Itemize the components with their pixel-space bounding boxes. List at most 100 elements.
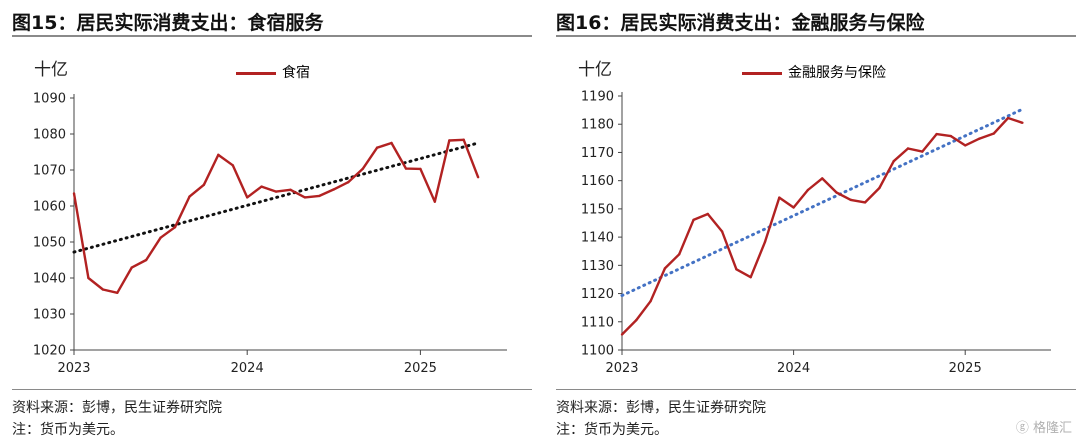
data-point — [878, 186, 881, 190]
data-point — [202, 183, 206, 186]
legend-swatch — [742, 71, 782, 75]
data-point — [906, 147, 910, 150]
data-point — [260, 185, 263, 188]
source-note: 资料来源：彭博，民生证券研究院 — [12, 400, 222, 416]
chart-panel-left: 图15：居民实际消费支出：食宿服务 十亿 食宿 1020 1030 1040 1050… — [12, 0, 532, 440]
y-tick-label: 1080 — [33, 128, 66, 143]
y-tick-label: 1100 — [581, 344, 614, 359]
y-tick-label: 1130 — [581, 259, 614, 274]
trend-line — [72, 141, 480, 254]
data-point — [390, 141, 393, 145]
data-point — [217, 153, 220, 157]
data-point — [433, 200, 437, 203]
line-chart-financial-insurance: 1100 1110 1120 1130 1140 1150 1160 1170 1180 1190… — [581, 90, 1051, 376]
watermark-icon: ⓖ — [1015, 421, 1033, 436]
data-point — [935, 132, 938, 136]
x-tick-label: 2023 — [605, 361, 638, 376]
data-point — [375, 146, 379, 149]
y-tick-label: 1150 — [581, 202, 614, 217]
trend-line — [620, 107, 1024, 298]
data-point — [763, 240, 767, 244]
watermark-logo: ⓖ 格隆汇 — [1016, 417, 1072, 436]
data-point — [144, 258, 148, 262]
data-point — [863, 201, 867, 204]
data-point — [692, 218, 695, 222]
line-chart-food-lodging: 1020 1030 1040 1050 1060 1070 1080 1090 2023 2024… — [33, 92, 507, 376]
x-tick-label: 2024 — [777, 361, 810, 376]
footer-divider — [556, 389, 1076, 390]
data-point — [949, 134, 953, 138]
x-tick-label: 2025 — [404, 361, 437, 376]
data-point — [231, 164, 234, 167]
data-point — [274, 190, 278, 193]
data-point — [892, 159, 895, 163]
data-point — [419, 167, 422, 171]
data-point — [978, 137, 981, 140]
data-point — [635, 318, 638, 322]
legend-label: 金融服务与保险 — [788, 65, 886, 81]
y-tick-label: 1070 — [33, 164, 66, 179]
data-point — [72, 192, 76, 195]
y-tick-label: 1170 — [581, 146, 614, 161]
data-point — [318, 194, 321, 198]
y-tick-label: 1030 — [33, 308, 66, 323]
data-point — [173, 226, 177, 229]
y-tick-label: 1140 — [581, 231, 614, 246]
y-tick-label: 1180 — [581, 118, 614, 133]
y-tick-label: 1050 — [33, 236, 66, 251]
data-point — [361, 167, 364, 171]
data-point — [303, 196, 307, 199]
data-point — [921, 150, 924, 153]
data-point — [448, 139, 451, 142]
legend-label: 食宿 — [282, 65, 310, 81]
data-point — [964, 144, 967, 147]
y-tick-label: 1110 — [581, 315, 614, 330]
data-point — [821, 177, 824, 180]
y-tick-label: 1040 — [33, 272, 66, 287]
watermark-text: 格隆汇 — [1032, 421, 1072, 436]
x-tick-label: 2025 — [949, 361, 982, 376]
data-point — [778, 196, 781, 199]
x-tick-label: 2024 — [231, 361, 264, 376]
chart-panel-right: 图16：居民实际消费支出：金融服务与保险 十亿 金融服务与保险 1100 1110… — [556, 0, 1076, 440]
footer-divider — [12, 389, 532, 390]
data-point — [130, 266, 133, 269]
y-tick-label: 1060 — [33, 200, 66, 215]
series-line — [621, 116, 1023, 336]
chart-title: 图15：居民实际消费支出：食宿服务 — [12, 12, 324, 34]
data-point — [749, 275, 752, 279]
x-tick-label: 2023 — [57, 361, 90, 376]
data-point — [246, 196, 249, 199]
data-point — [332, 188, 335, 191]
y-axis-unit-label: 十亿 — [34, 60, 68, 80]
title-divider — [556, 35, 1076, 37]
source-note: 资料来源：彭博，民生证券研究院 — [556, 400, 766, 416]
data-point — [806, 188, 810, 192]
y-tick-label: 1120 — [581, 287, 614, 302]
title-divider — [12, 35, 532, 37]
data-point — [992, 132, 995, 135]
data-point — [663, 267, 667, 270]
data-point — [289, 188, 292, 191]
data-point — [1021, 121, 1024, 125]
data-point — [116, 291, 119, 294]
data-point — [849, 198, 852, 202]
data-point — [159, 236, 162, 239]
data-point — [792, 206, 795, 209]
y-tick-label: 1160 — [581, 174, 614, 189]
y-tick-label: 1020 — [33, 344, 66, 359]
y-tick-label: 1190 — [581, 90, 614, 105]
data-point — [735, 268, 738, 271]
data-point — [462, 138, 465, 141]
data-point — [678, 253, 681, 256]
currency-note: 注：货币为美元。 — [12, 422, 124, 438]
data-point — [87, 276, 90, 280]
data-point — [347, 181, 350, 184]
data-point — [101, 288, 105, 291]
currency-note: 注：货币为美元。 — [556, 422, 668, 438]
data-point — [620, 333, 624, 336]
data-point — [835, 191, 838, 194]
data-point — [476, 176, 480, 179]
data-point — [706, 212, 709, 216]
legend-swatch — [236, 71, 276, 75]
